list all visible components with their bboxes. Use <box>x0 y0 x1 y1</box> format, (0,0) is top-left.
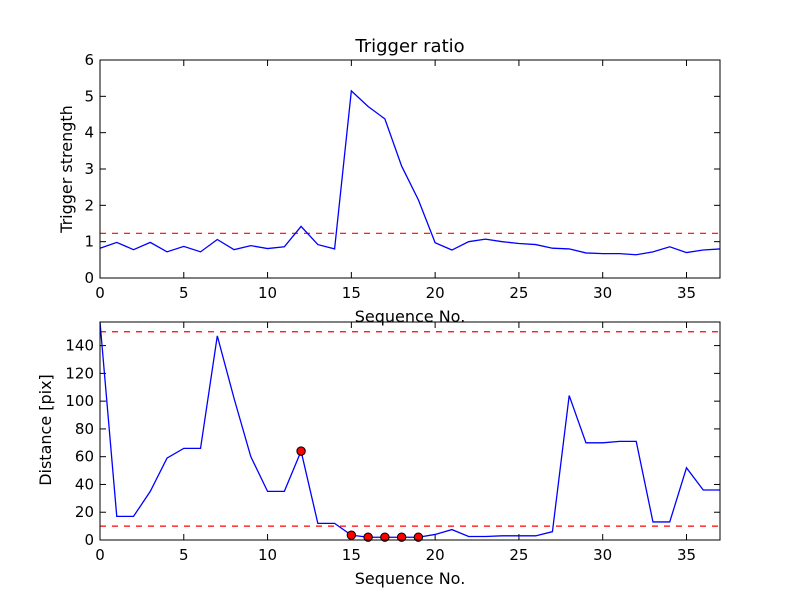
x-tick-label: 5 <box>179 284 189 302</box>
x-tick-label: 20 <box>426 546 445 564</box>
y-axis-label: Distance [pix] <box>36 374 55 486</box>
series <box>99 89 721 256</box>
data-point-marker <box>396 532 407 542</box>
series-line <box>99 89 721 256</box>
y-tick-label: 100 <box>65 392 94 410</box>
x-axis-label: Sequence No. <box>355 569 466 588</box>
y-tick-label: 0 <box>84 531 94 549</box>
trigger-ratio-chart: Trigger ratio Sequence No. Trigger stren… <box>57 36 721 326</box>
x-tick-label: 15 <box>342 546 361 564</box>
series-line <box>99 321 720 538</box>
threshold-lines <box>100 331 720 527</box>
ticks: 0 5 10 15 20 25 30 35 0 20 40 60 80 100 120 140 <box>65 322 720 564</box>
x-tick-label: 0 <box>95 284 105 302</box>
x-tick-label: 35 <box>677 284 696 302</box>
x-tick-label: 0 <box>95 546 105 564</box>
data-point-marker <box>380 532 390 542</box>
y-axis-label: Trigger strength <box>57 105 76 234</box>
x-tick-label: 30 <box>593 284 612 302</box>
data-point-marker <box>346 530 357 540</box>
x-tick-label: 35 <box>677 546 696 564</box>
y-tick-label: 5 <box>84 87 94 105</box>
y-tick-label: 20 <box>75 503 94 521</box>
chart-title: Trigger ratio <box>354 36 464 57</box>
x-tick-label: 10 <box>258 284 277 302</box>
y-tick-label: 0 <box>84 269 94 287</box>
plot-frame <box>99 59 721 279</box>
y-tick-label: 2 <box>84 196 94 214</box>
y-tick-label: 140 <box>65 337 94 355</box>
y-tick-label: 60 <box>75 448 94 466</box>
x-tick-label: 20 <box>426 284 445 302</box>
x-tick-label: 25 <box>509 284 528 302</box>
x-tick-label: 15 <box>342 284 361 302</box>
x-tick-label: 5 <box>179 546 189 564</box>
y-tick-label: 4 <box>84 124 94 142</box>
y-tick-label: 1 <box>84 233 94 251</box>
ticks: 0 5 10 15 20 25 30 35 0 1 2 3 4 5 6 <box>84 51 720 302</box>
plot-frame <box>99 321 721 541</box>
y-tick-label: 40 <box>75 475 94 493</box>
y-tick-label: 6 <box>84 51 94 69</box>
y-tick-label: 80 <box>75 420 94 438</box>
markers <box>296 446 424 542</box>
y-tick-label: 3 <box>84 160 94 178</box>
distance-chart: Sequence No. Distance [pix] 0 5 10 15 20 25 30… <box>36 321 721 588</box>
data-point-marker <box>363 532 373 542</box>
data-point-marker <box>296 446 306 456</box>
x-tick-label: 30 <box>593 546 612 564</box>
data-point-marker <box>413 532 424 542</box>
x-tick-label: 10 <box>258 546 277 564</box>
x-axis-label: Sequence No. <box>355 307 466 326</box>
x-tick-label: 25 <box>509 546 528 564</box>
series <box>99 321 720 538</box>
y-tick-label: 120 <box>65 364 94 382</box>
